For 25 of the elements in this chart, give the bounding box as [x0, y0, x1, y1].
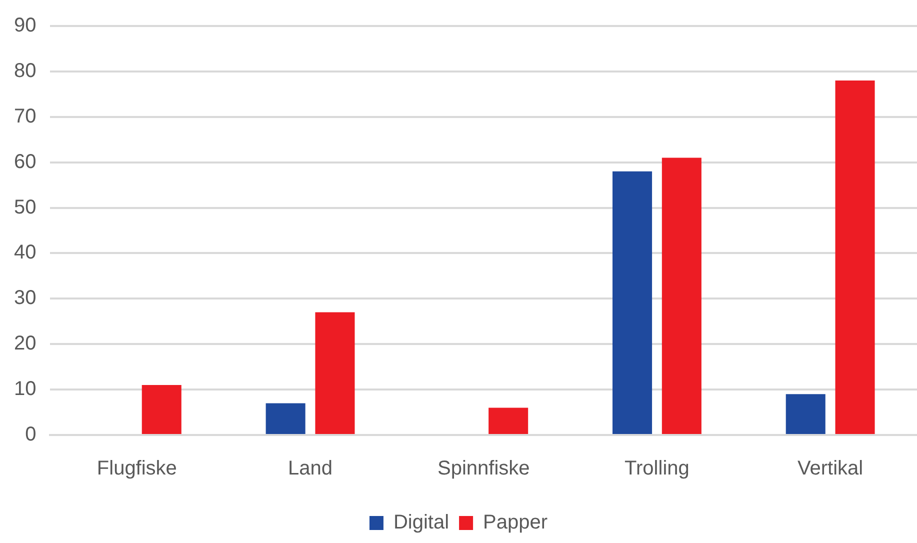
bar	[142, 385, 182, 434]
legend-label: Papper	[483, 512, 548, 534]
y-tick-label: 90	[14, 14, 36, 37]
y-tick-label: 50	[14, 196, 36, 218]
legend-label: Digital	[393, 512, 450, 534]
y-tick-label: 60	[14, 150, 36, 173]
bar	[835, 80, 875, 434]
bar	[662, 158, 702, 434]
y-tick-label: 0	[25, 424, 36, 446]
x-tick-label: Land	[288, 458, 333, 480]
y-tick-label: 40	[14, 242, 36, 264]
y-tick-label: 70	[14, 105, 36, 128]
y-tick-label: 20	[14, 332, 36, 355]
x-tick-label: Flugfiske	[96, 458, 177, 480]
bar	[315, 312, 355, 434]
bar	[612, 171, 652, 434]
x-tick-label: Spinnfiske	[437, 458, 530, 480]
bar	[266, 403, 306, 434]
y-tick-label: 80	[14, 60, 36, 82]
y-tick-label: 10	[14, 378, 36, 400]
x-tick-label: Trolling	[624, 458, 690, 480]
x-tick-label: Vertikal	[798, 458, 864, 480]
y-tick-label: 30	[14, 287, 36, 310]
bar	[786, 394, 826, 434]
bar	[488, 408, 528, 434]
